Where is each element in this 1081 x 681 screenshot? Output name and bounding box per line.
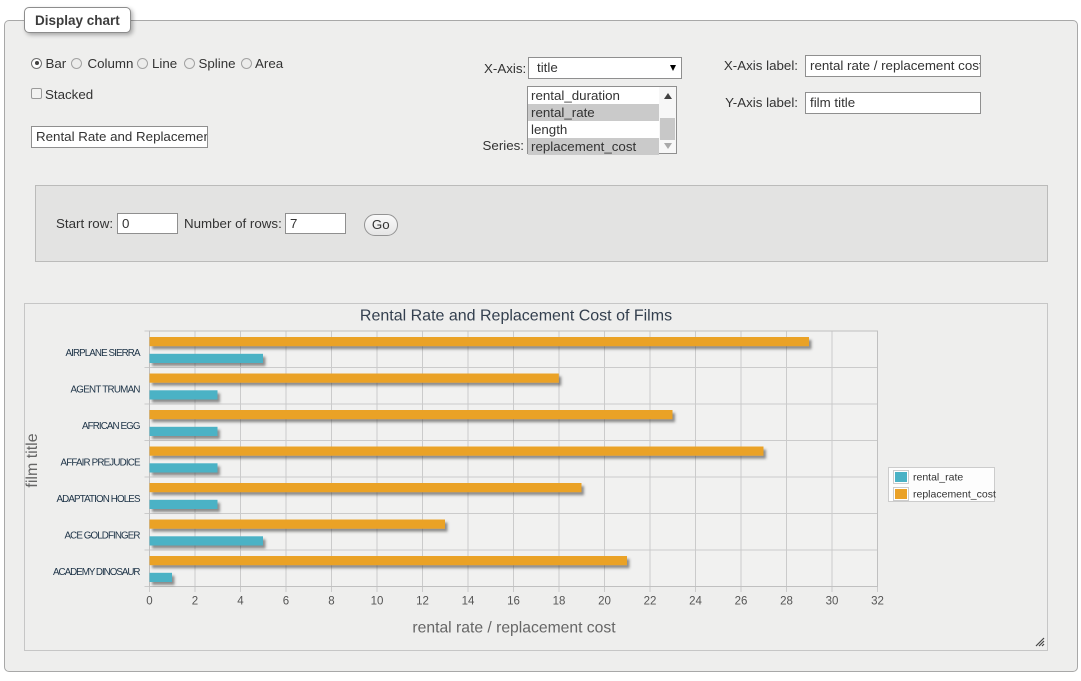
svg-text:12: 12 [416, 596, 429, 608]
svg-text:32: 32 [871, 596, 884, 608]
svg-text:16: 16 [507, 596, 520, 608]
svg-text:14: 14 [462, 596, 475, 608]
svg-text:ACADEMY DINOSAUR: ACADEMY DINOSAUR [53, 567, 141, 578]
svg-text:8: 8 [328, 596, 334, 608]
svg-text:10: 10 [371, 596, 384, 608]
svg-text:22: 22 [644, 596, 657, 608]
svg-text:30: 30 [826, 596, 839, 608]
svg-text:AFRICAN EGG: AFRICAN EGG [82, 421, 141, 432]
svg-text:0: 0 [146, 596, 152, 608]
svg-text:ACE GOLDFINGER: ACE GOLDFINGER [65, 531, 141, 542]
svg-text:rental rate / replacement cost: rental rate / replacement cost [412, 620, 616, 637]
svg-text:film title: film title [24, 433, 41, 487]
svg-text:6: 6 [283, 596, 289, 608]
svg-text:28: 28 [780, 596, 793, 608]
svg-text:rental_rate: rental_rate [913, 472, 963, 484]
svg-text:4: 4 [237, 596, 244, 608]
svg-text:2: 2 [192, 596, 198, 608]
svg-text:20: 20 [598, 596, 611, 608]
svg-text:AIRPLANE SIERRA: AIRPLANE SIERRA [66, 348, 141, 359]
svg-text:24: 24 [689, 596, 702, 608]
svg-text:AGENT TRUMAN: AGENT TRUMAN [71, 385, 141, 396]
svg-text:ADAPTATION HOLES: ADAPTATION HOLES [57, 494, 141, 505]
svg-text:Rental Rate and Replacement Co: Rental Rate and Replacement Cost of Film… [360, 308, 672, 325]
svg-text:18: 18 [553, 596, 566, 608]
svg-text:replacement_cost: replacement_cost [913, 489, 996, 501]
svg-text:AFFAIR PREJUDICE: AFFAIR PREJUDICE [61, 458, 141, 469]
svg-text:26: 26 [735, 596, 748, 608]
